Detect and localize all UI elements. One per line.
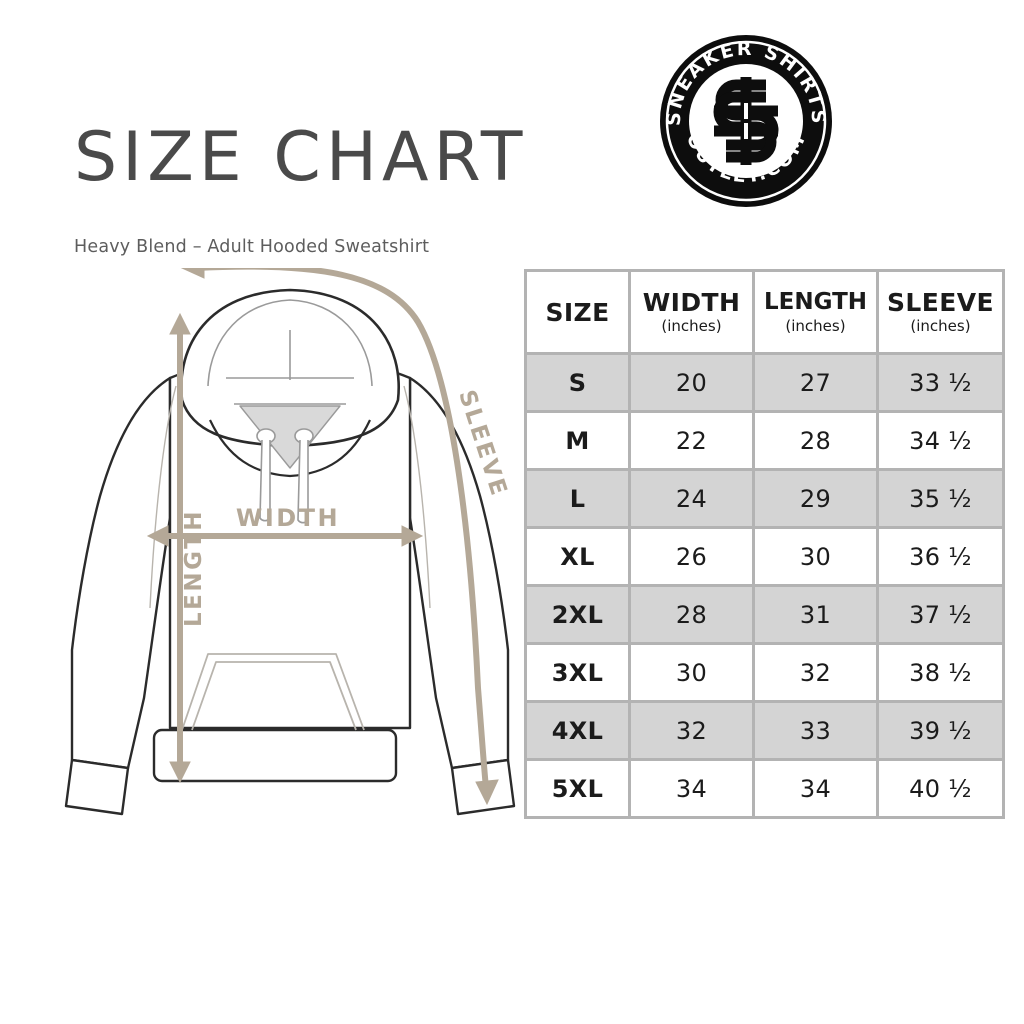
cell-length: 29 — [752, 468, 879, 529]
title-block: SIZE CHART Heavy Blend – Adult Hooded Sw… — [74, 118, 528, 258]
hoodie-hood-detail-lines — [207, 299, 373, 405]
cell-length: 33 — [752, 700, 879, 761]
page-subtitle: Heavy Blend – Adult Hooded Sweatshirt — [74, 237, 430, 257]
cell-sleeve: 36 ½ — [876, 526, 1005, 587]
cell-width: 24 — [628, 468, 755, 529]
cell-width: 30 — [628, 642, 755, 703]
cell-sleeve: 34 ½ — [876, 410, 1005, 471]
table-row: 2XL 28 31 37 ½ — [524, 584, 1005, 645]
cell-length: 34 — [752, 758, 879, 819]
cell-size: L — [524, 468, 631, 529]
cell-length: 32 — [752, 642, 879, 703]
cell-size: 5XL — [524, 758, 631, 819]
cell-sleeve: 33 ½ — [876, 352, 1005, 413]
cell-length: 28 — [752, 410, 879, 471]
table-head: SIZE WIDTH (inches) LENGTH (inches) SLEE… — [524, 269, 1005, 355]
hoodie-collar-seam — [209, 419, 371, 478]
column-header-size-label: SIZE — [545, 297, 610, 327]
table-header-row: SIZE WIDTH (inches) LENGTH (inches) SLEE… — [524, 269, 1005, 355]
cell-length: 27 — [752, 352, 879, 413]
hoodie-left-sleeve — [70, 376, 172, 770]
column-header-sleeve-units: (inches) — [910, 316, 971, 335]
cell-sleeve: 39 ½ — [876, 700, 1005, 761]
column-header-length-units: (inches) — [785, 316, 846, 335]
column-header-size: SIZE — [524, 269, 631, 355]
table-row: XL 26 30 36 ½ — [524, 526, 1005, 587]
cell-sleeve: 35 ½ — [876, 468, 1005, 529]
brand-logo: SNEAKER SHIRTS OUTLET.COM — [658, 33, 834, 209]
size-chart-table: SIZE WIDTH (inches) LENGTH (inches) SLEE… — [524, 269, 1005, 819]
cell-width: 32 — [628, 700, 755, 761]
table-row: 3XL 30 32 38 ½ — [524, 642, 1005, 703]
cell-length: 30 — [752, 526, 879, 587]
width-label: WIDTH — [236, 504, 340, 532]
table-row: M 22 28 34 ½ — [524, 410, 1005, 471]
size-table-container: SIZE WIDTH (inches) LENGTH (inches) SLEE… — [524, 269, 1005, 819]
table-body: S 20 27 33 ½ M 22 28 34 ½ L 24 29 35 ½ XL 26 30 36 ½ 2XL… — [524, 352, 1005, 819]
cell-sleeve: 38 ½ — [876, 642, 1005, 703]
cell-size: 4XL — [524, 700, 631, 761]
table-row: L 24 29 35 ½ — [524, 468, 1005, 529]
cell-length: 31 — [752, 584, 879, 645]
table-row: S 20 27 33 ½ — [524, 352, 1005, 413]
cell-width: 22 — [628, 410, 755, 471]
column-header-width-units: (inches) — [661, 316, 722, 335]
cell-size: M — [524, 410, 631, 471]
column-header-width: WIDTH (inches) — [628, 269, 755, 355]
hoodie-drawstrings — [256, 428, 314, 524]
column-header-width-label: WIDTH — [642, 287, 741, 317]
cell-sleeve: 40 ½ — [876, 758, 1005, 819]
cell-sleeve: 37 ½ — [876, 584, 1005, 645]
hoodie-bottom-hem — [152, 728, 398, 783]
column-header-sleeve-label: SLEEVE — [887, 287, 994, 317]
cell-width: 20 — [628, 352, 755, 413]
table-row: 5XL 34 34 40 ½ — [524, 758, 1005, 819]
cell-width: 26 — [628, 526, 755, 587]
logo-ring-gap — [665, 40, 827, 202]
cell-size: 2XL — [524, 584, 631, 645]
cell-size: XL — [524, 526, 631, 587]
hoodie-diagram: WIDTH LENGTH SLEEVE — [58, 257, 528, 838]
column-header-sleeve: SLEEVE (inches) — [876, 269, 1005, 355]
length-arrow — [169, 312, 191, 784]
length-label: LENGTH — [181, 509, 207, 627]
width-arrow — [146, 525, 424, 547]
cell-size: 3XL — [524, 642, 631, 703]
cell-size: S — [524, 352, 631, 413]
logo-ss-monogram — [713, 77, 779, 165]
hoodie-garment — [64, 288, 516, 816]
hoodie-kangaroo-pocket — [181, 653, 365, 731]
hoodie-right-sleeve — [408, 376, 510, 770]
column-header-length: LENGTH (inches) — [752, 269, 879, 355]
cell-width: 34 — [628, 758, 755, 819]
page-title: SIZE CHART — [74, 118, 528, 197]
hoodie-left-cuff — [64, 758, 130, 816]
table-row: 4XL 32 33 39 ½ — [524, 700, 1005, 761]
cell-width: 28 — [628, 584, 755, 645]
hoodie-shoulder-seams — [149, 385, 431, 609]
column-header-length-label: LENGTH — [763, 288, 868, 315]
